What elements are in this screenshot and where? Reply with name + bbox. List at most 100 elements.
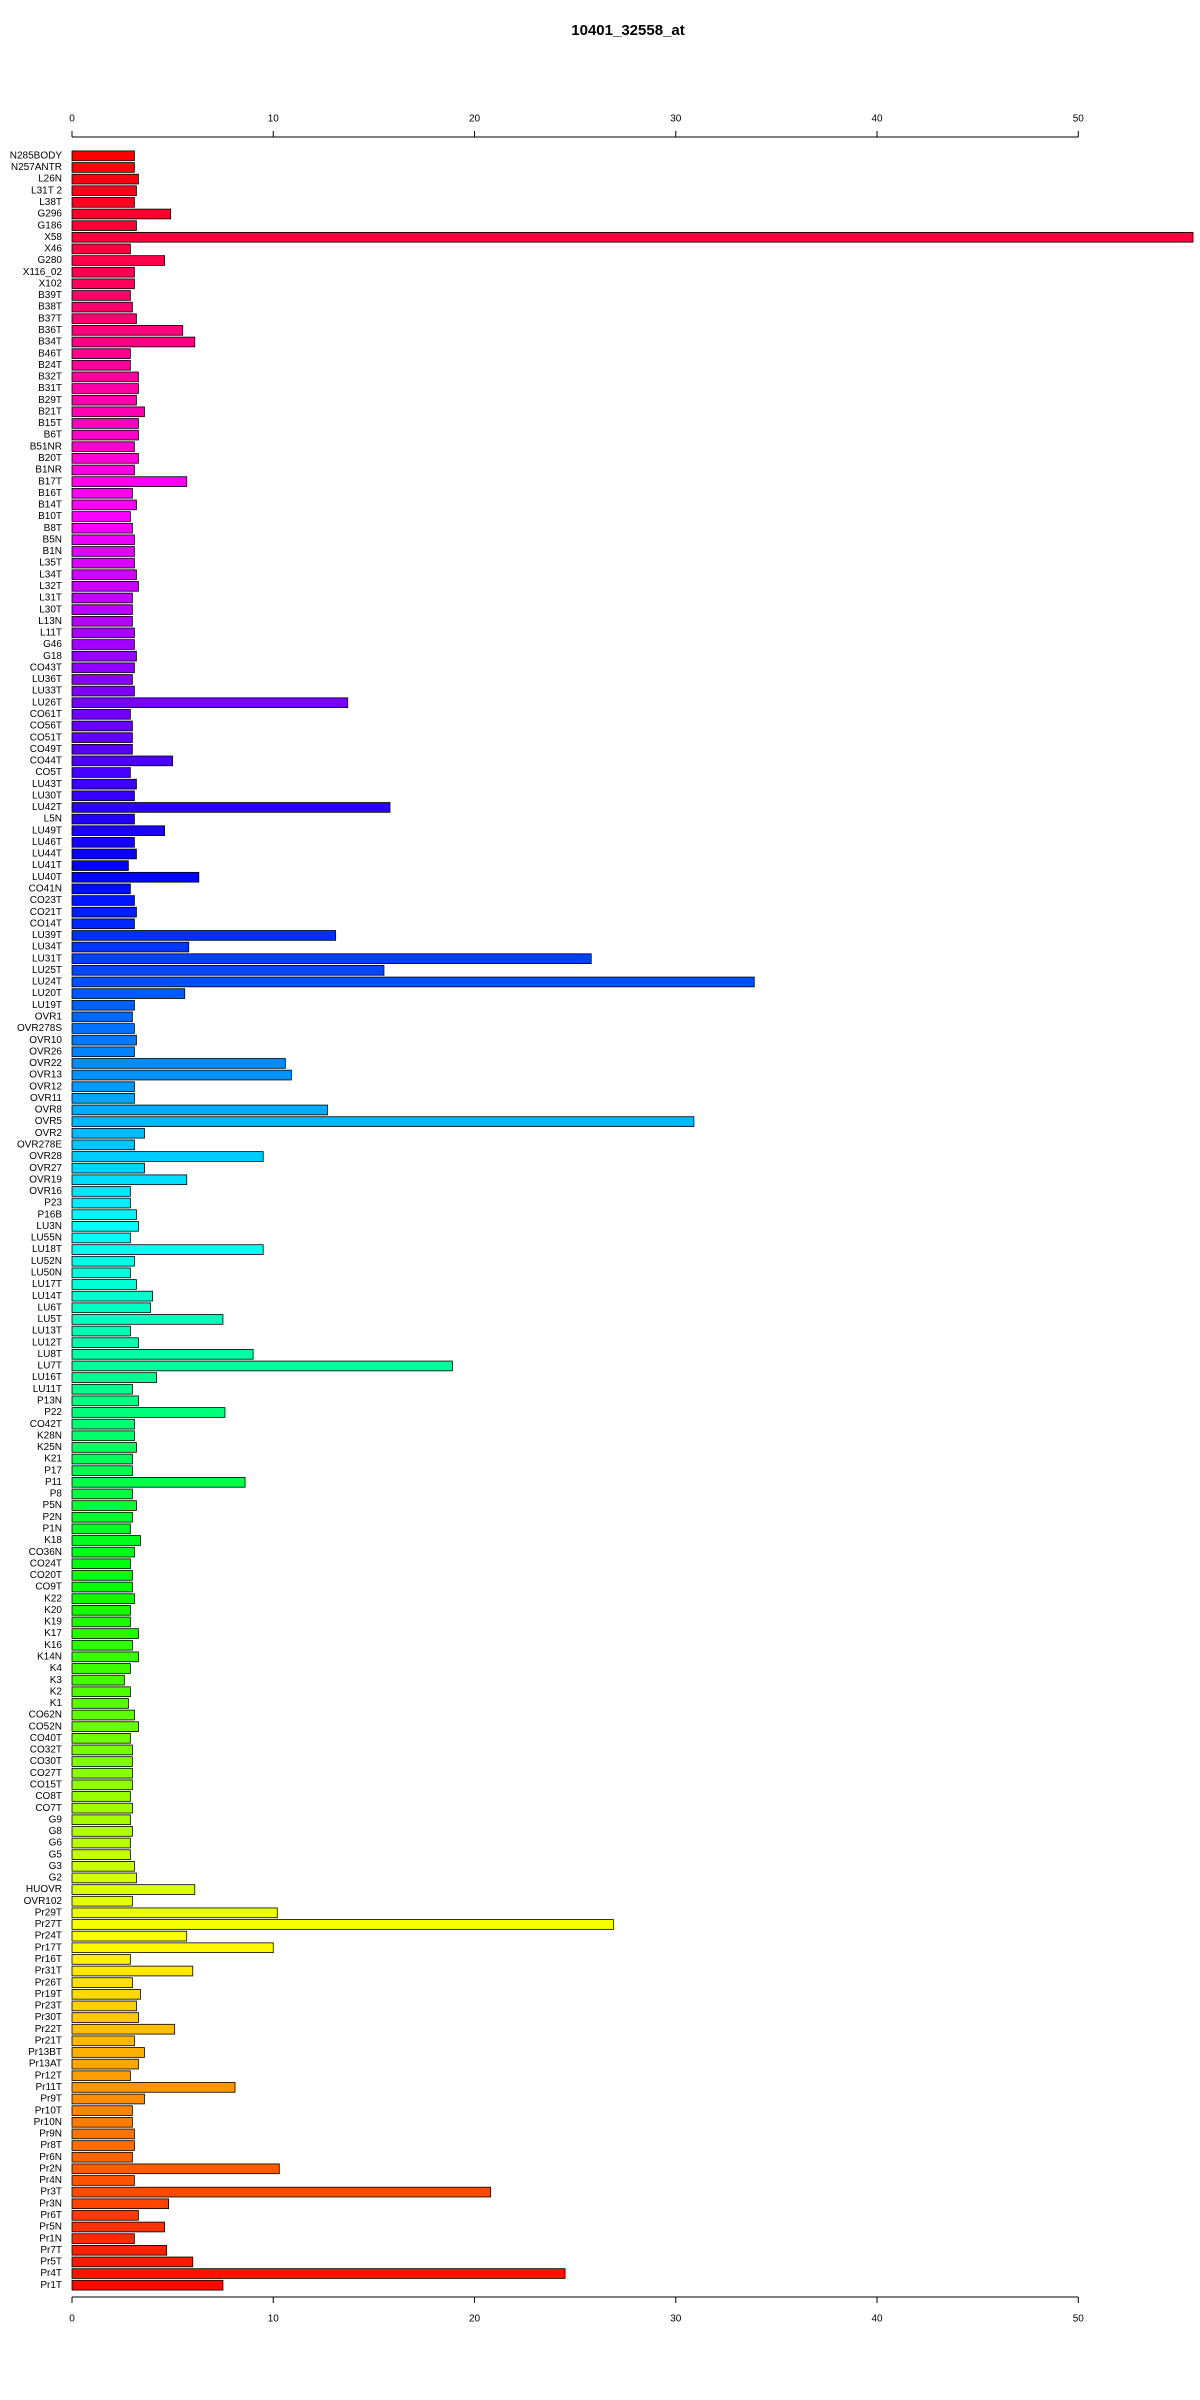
bar bbox=[71, 429, 139, 441]
bar bbox=[71, 2198, 170, 2210]
y-tick-label: G280 bbox=[38, 255, 63, 266]
y-tick-label: LU33T bbox=[32, 686, 62, 697]
y-tick-label: B31T bbox=[38, 383, 62, 394]
y-tick-label: LU17T bbox=[32, 1279, 62, 1290]
bar bbox=[71, 941, 190, 953]
y-tick-label: L11T bbox=[40, 628, 62, 639]
bar bbox=[71, 860, 129, 871]
bar bbox=[71, 592, 133, 604]
bar bbox=[71, 1360, 453, 1372]
bar bbox=[71, 1442, 137, 1453]
bar bbox=[71, 1814, 131, 1826]
bar bbox=[71, 185, 137, 197]
y-tick-label: LU19T bbox=[32, 1000, 62, 1011]
bar bbox=[71, 581, 139, 592]
bar bbox=[71, 1884, 196, 1895]
y-tick-label: Pr19T bbox=[35, 1989, 62, 2000]
x-tick-label-bottom: 40 bbox=[871, 2314, 883, 2325]
bar bbox=[71, 1244, 264, 1255]
y-tick-label: Pr1T bbox=[40, 2280, 62, 2291]
y-tick-label: P22 bbox=[44, 1407, 62, 1418]
bar bbox=[71, 290, 131, 301]
y-tick-label: P1N bbox=[43, 1523, 62, 1534]
x-tick-label-top: 30 bbox=[670, 114, 682, 125]
y-tick-label: OVR19 bbox=[29, 1174, 62, 1185]
bar bbox=[71, 1372, 157, 1383]
bar bbox=[71, 220, 137, 231]
bar bbox=[71, 1127, 145, 1139]
y-tick-label: K2 bbox=[50, 1686, 63, 1697]
y-tick-label: K25N bbox=[37, 1442, 62, 1453]
bar bbox=[71, 639, 135, 650]
y-tick-label: Pr4T bbox=[40, 2268, 62, 2279]
bar bbox=[71, 2151, 133, 2163]
y-tick-label: B1N bbox=[43, 546, 62, 557]
y-tick-label: OVR27 bbox=[29, 1163, 62, 1174]
y-tick-label: CO52N bbox=[29, 1721, 62, 1732]
y-tick-label: L30T bbox=[39, 604, 62, 615]
y-tick-label: Pr12T bbox=[35, 2070, 62, 2081]
bar bbox=[71, 359, 131, 371]
y-tick-label: LU50N bbox=[31, 1268, 62, 1279]
bar bbox=[71, 2035, 135, 2047]
y-tick-label: P5N bbox=[43, 1500, 62, 1511]
bar bbox=[71, 1674, 125, 1686]
x-tick-label-top: 40 bbox=[871, 114, 883, 125]
bar bbox=[71, 1197, 131, 1209]
y-tick-label: OVR16 bbox=[29, 1186, 62, 1197]
y-tick-label: Pr3N bbox=[39, 2198, 62, 2209]
bar bbox=[71, 2116, 133, 2128]
bar bbox=[71, 1779, 133, 1791]
y-tick-label: CO20T bbox=[30, 1570, 62, 1581]
bar bbox=[71, 1093, 135, 1104]
bar bbox=[71, 557, 135, 569]
bar bbox=[71, 1942, 274, 1954]
bar bbox=[71, 1407, 226, 1418]
y-tick-label: G5 bbox=[49, 1849, 63, 1860]
y-tick-label: G46 bbox=[43, 639, 62, 650]
bar bbox=[71, 755, 174, 767]
y-tick-label: LU46T bbox=[32, 837, 62, 848]
bar bbox=[71, 1872, 137, 1884]
y-tick-label: K21 bbox=[44, 1454, 62, 1465]
bar bbox=[71, 837, 135, 848]
y-tick-label: CO15T bbox=[30, 1779, 62, 1790]
y-tick-label: OVR26 bbox=[29, 1046, 62, 1057]
y-tick-label: CO56T bbox=[30, 721, 62, 732]
bar bbox=[71, 871, 200, 883]
x-tick-label-top: 50 bbox=[1073, 114, 1085, 125]
y-tick-label: CO21T bbox=[30, 907, 62, 918]
bar bbox=[71, 976, 755, 988]
x-tick-label-bottom: 50 bbox=[1073, 2314, 1085, 2325]
bar bbox=[71, 1930, 188, 1942]
y-tick-label: B6T bbox=[44, 430, 62, 441]
bar bbox=[71, 1023, 135, 1034]
y-tick-label: LU25T bbox=[32, 965, 62, 976]
y-tick-label: B24T bbox=[38, 360, 62, 371]
y-tick-label: Pr21T bbox=[35, 2035, 62, 2046]
y-tick-label: Pr10N bbox=[34, 2117, 62, 2128]
bar bbox=[71, 371, 139, 383]
bar bbox=[71, 2023, 176, 2035]
y-tick-label: B34T bbox=[38, 337, 62, 348]
y-tick-label: LU18T bbox=[32, 1244, 62, 1255]
y-tick-label: K1 bbox=[50, 1698, 63, 1709]
y-tick-label: LU43T bbox=[32, 779, 62, 790]
bar bbox=[71, 778, 137, 790]
y-tick-label: LU26T bbox=[32, 697, 62, 708]
y-tick-label: CO42T bbox=[30, 1419, 62, 1430]
y-tick-label: L26N bbox=[38, 174, 62, 185]
bar bbox=[71, 604, 133, 615]
y-tick-label: Pr8T bbox=[40, 2140, 62, 2151]
y-tick-label: Pr1N bbox=[39, 2233, 62, 2244]
bar bbox=[71, 2070, 131, 2082]
y-tick-label: Pr29T bbox=[35, 1907, 62, 1918]
y-tick-label: OVR278S bbox=[17, 1023, 62, 1034]
y-tick-label: CO9T bbox=[35, 1582, 62, 1593]
bar bbox=[71, 313, 137, 325]
y-tick-label: G186 bbox=[38, 220, 63, 231]
y-tick-label: Pr4N bbox=[39, 2175, 62, 2186]
y-tick-label: Pr24T bbox=[35, 1931, 62, 1942]
bar bbox=[71, 1837, 131, 1849]
